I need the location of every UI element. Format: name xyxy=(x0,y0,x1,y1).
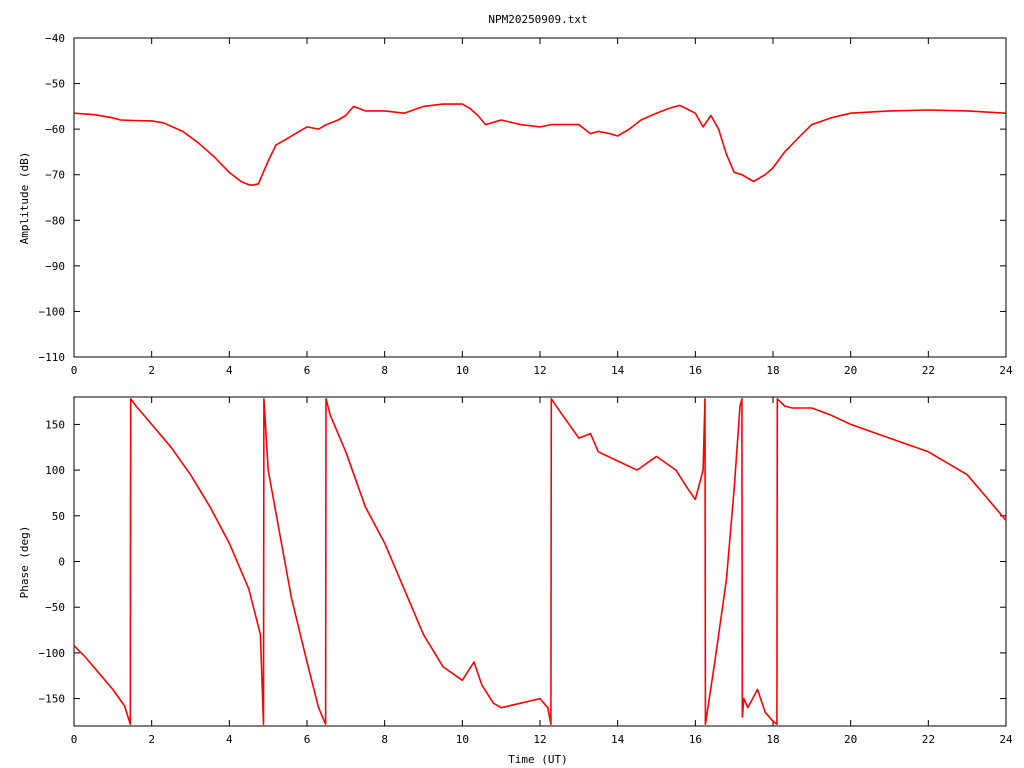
phase-y-tick-label: 100 xyxy=(45,464,65,477)
phase-x-tick-label: 0 xyxy=(71,733,78,746)
phase-x-tick-label: 2 xyxy=(148,733,155,746)
amplitude-x-tick-label: 24 xyxy=(999,364,1013,377)
amplitude-plot-frame xyxy=(73,37,1007,358)
amplitude-x-tick-label: 4 xyxy=(226,364,233,377)
phase-x-tick-label: 16 xyxy=(689,733,702,746)
amplitude-x-tick-label: 2 xyxy=(148,364,155,377)
phase-x-tick-label: 8 xyxy=(381,733,388,746)
amplitude-y-axis-label: Amplitude (dB) xyxy=(18,152,31,245)
amplitude-x-tick-label: 16 xyxy=(689,364,702,377)
phase-y-tick-label: −100 xyxy=(39,647,66,660)
phase-y-axis-label: Phase (deg) xyxy=(18,526,31,599)
phase-x-tick-label: 22 xyxy=(922,733,935,746)
amplitude-x-tick-label: 22 xyxy=(922,364,935,377)
amplitude-y-tick-label: −100 xyxy=(39,305,66,318)
amplitude-x-tick-label: 18 xyxy=(766,364,779,377)
phase-x-tick-label: 14 xyxy=(611,733,625,746)
x-axis-label: Time (UT) xyxy=(508,753,568,766)
amplitude-x-tick-label: 8 xyxy=(381,364,388,377)
amplitude-y-tick-label: −70 xyxy=(45,169,65,182)
phase-plot-frame xyxy=(73,396,1007,727)
amplitude-x-tick-label: 20 xyxy=(844,364,857,377)
phase-y-tick-label: −150 xyxy=(39,693,66,706)
amplitude-x-tick-label: 14 xyxy=(611,364,625,377)
phase-x-tick-label: 24 xyxy=(999,733,1013,746)
amplitude-series-line xyxy=(73,103,1007,186)
amplitude-y-tick-label: −60 xyxy=(45,123,65,136)
amplitude-y-tick-label: −80 xyxy=(45,214,65,227)
amplitude-x-tick-label: 0 xyxy=(71,364,78,377)
amplitude-ticks: 0 2 4 6 8 10 12 14 16 18 20 22 24−110−100−90−80−70−6… xyxy=(39,32,1013,377)
phase-y-tick-label: 150 xyxy=(45,418,65,431)
phase-x-tick-label: 10 xyxy=(456,733,469,746)
phase-series xyxy=(73,397,1007,726)
chart-title: NPM20250909.txt xyxy=(488,13,587,26)
phase-x-tick-label: 12 xyxy=(533,733,546,746)
amplitude-x-tick-label: 10 xyxy=(456,364,469,377)
phase-y-tick-label: 0 xyxy=(58,556,65,569)
amplitude-y-tick-label: −50 xyxy=(45,78,65,91)
amplitude-x-tick-label: 12 xyxy=(533,364,546,377)
phase-panel: 0 2 4 6 8 10 12 14 16 18 20 22 24−150−100−5005010015… xyxy=(18,396,1013,766)
amplitude-series xyxy=(73,103,1007,186)
phase-x-tick-label: 6 xyxy=(304,733,311,746)
phase-x-tick-label: 18 xyxy=(766,733,779,746)
amplitude-y-tick-label: −90 xyxy=(45,260,65,273)
amplitude-x-tick-label: 6 xyxy=(304,364,311,377)
phase-series-line xyxy=(73,397,1007,726)
phase-ticks: 0 2 4 6 8 10 12 14 16 18 20 22 24−150−100−5005010015… xyxy=(39,397,1013,746)
phase-y-tick-label: 50 xyxy=(52,510,65,523)
amplitude-y-tick-label: −110 xyxy=(39,351,66,364)
phase-x-tick-label: 4 xyxy=(226,733,233,746)
amplitude-y-tick-label: −40 xyxy=(45,32,65,45)
amplitude-panel: 0 2 4 6 8 10 12 14 16 18 20 22 24−110−100−90−80−70−6… xyxy=(18,32,1013,377)
phase-x-tick-label: 20 xyxy=(844,733,857,746)
phase-y-tick-label: −50 xyxy=(45,601,65,614)
